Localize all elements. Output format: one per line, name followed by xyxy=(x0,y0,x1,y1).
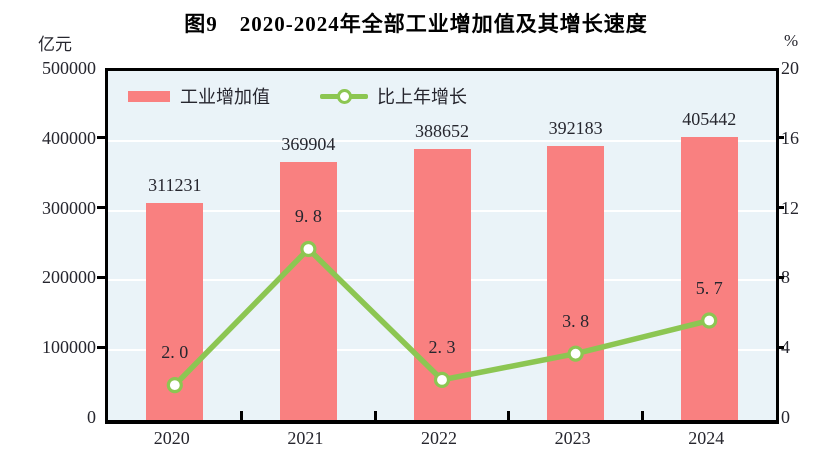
left-axis-tick-300000: 300000 xyxy=(42,197,96,218)
right-axis-tick-4: 4 xyxy=(781,337,790,358)
left-axis-tickmark-300000 xyxy=(97,206,105,210)
bar-2021 xyxy=(279,161,337,420)
growth-value-label-2020: 2. 0 xyxy=(161,342,189,363)
right-axis-unit-label: % xyxy=(784,31,799,50)
legend: 工业增加值 比上年增长 xyxy=(128,81,467,111)
left-axis-tickmark-200000 xyxy=(97,275,105,279)
bar-value-label-2022: 388652 xyxy=(414,120,469,141)
growth-point-marker-2023 xyxy=(567,345,584,362)
right-axis-tick-20: 20 xyxy=(781,58,799,78)
left-axis-unit-label: 亿元 xyxy=(38,35,72,54)
legend-bar-label: 工业增加值 xyxy=(180,87,270,107)
legend-line-marker-icon xyxy=(337,89,352,104)
growth-point-marker-2022 xyxy=(433,371,451,388)
growth-point-marker-2021 xyxy=(300,240,317,258)
growth-value-label-2023: 3. 8 xyxy=(562,310,590,331)
x-axis-label-2021: 2021 xyxy=(287,428,324,448)
gridline-400000 xyxy=(108,139,776,142)
right-axis-tick-12: 12 xyxy=(781,197,799,218)
legend-bar-swatch xyxy=(128,90,170,102)
left-axis-tick-100000: 100000 xyxy=(42,337,96,358)
bar-2024 xyxy=(680,137,738,420)
left-axis-tick-200000: 200000 xyxy=(42,267,96,288)
plot-area: 311231 369904 388652 392183 405442 2. 0 9. 8 2.… xyxy=(105,68,779,424)
right-axis-tick-8: 8 xyxy=(781,267,790,288)
x-axis-tickmark-2 xyxy=(373,411,377,420)
right-axis-tickmark-8 xyxy=(776,275,784,279)
right-axis-tick-16: 16 xyxy=(781,127,799,148)
right-axis-tickmark-4 xyxy=(776,345,784,349)
left-axis-tick-400000: 400000 xyxy=(42,127,96,148)
growth-value-label-2022: 2. 3 xyxy=(428,336,456,357)
left-axis-tickmark-100000 xyxy=(97,345,105,349)
right-axis-tick-0: 0 xyxy=(781,407,790,427)
bar-value-label-2023: 392183 xyxy=(548,118,603,139)
chart-title: 图9 2020-2024年全部工业增加值及其增长速度 xyxy=(184,12,648,36)
bar-value-label-2020: 311231 xyxy=(148,174,202,195)
growth-value-label-2021: 9. 8 xyxy=(294,205,322,226)
growth-value-label-2024: 5. 7 xyxy=(695,277,723,298)
x-axis-tickmark-1 xyxy=(240,411,244,420)
legend-line-label: 比上年增长 xyxy=(377,87,467,107)
x-axis-label-2023: 2023 xyxy=(554,428,591,448)
x-axis-tickmark-3 xyxy=(507,411,511,420)
bar-value-label-2021: 369904 xyxy=(281,133,336,154)
right-axis-tickmark-12 xyxy=(776,206,784,210)
plot-canvas: 311231 369904 388652 392183 405442 2. 0 9. 8 2.… xyxy=(108,71,776,420)
growth-line-series xyxy=(166,240,718,394)
growth-line-path xyxy=(172,245,710,388)
growth-point-marker-2020 xyxy=(166,377,183,394)
right-axis-tickmark-16 xyxy=(776,136,784,140)
x-axis-label-2020: 2020 xyxy=(153,428,190,448)
x-axis-label-2022: 2022 xyxy=(420,428,457,448)
bar-2023 xyxy=(547,146,605,420)
growth-point-marker-2024 xyxy=(701,312,718,329)
left-axis-tick-500000: 500000 xyxy=(42,58,96,78)
left-axis-tick-0: 0 xyxy=(87,407,96,427)
bar-value-label-2024: 405442 xyxy=(682,109,737,130)
legend-line-swatch xyxy=(320,89,368,104)
left-axis-tickmark-400000 xyxy=(97,136,105,140)
x-axis-tickmark-4 xyxy=(640,411,644,420)
x-axis-label-2024: 2024 xyxy=(688,428,725,448)
